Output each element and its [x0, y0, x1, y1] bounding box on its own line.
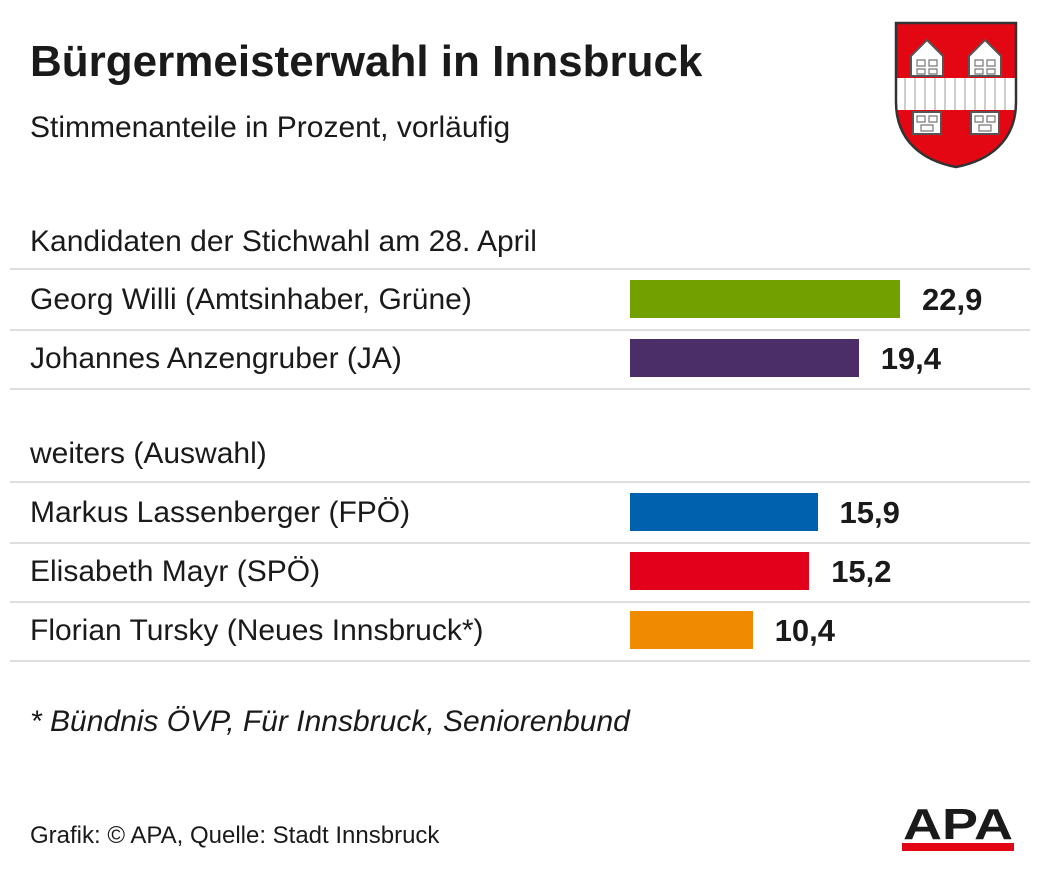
bar-value-label: 15,9 — [839, 495, 900, 530]
bar — [630, 339, 859, 377]
bar-row: Johannes Anzengruber (JA) 19,4 — [10, 329, 1030, 390]
bar-label: Florian Tursky (Neues Innsbruck*) — [30, 614, 484, 647]
bar-label: Johannes Anzengruber (JA) — [30, 342, 402, 375]
bar-row: Georg Willi (Amtsinhaber, Grüne) 22,9 — [10, 268, 1030, 331]
footnote: * Bündnis ÖVP, Für Innsbruck, Seniorenbu… — [30, 705, 630, 738]
bar — [630, 611, 753, 649]
bar-value-label: 15,2 — [831, 554, 892, 589]
bar-value-label: 10,4 — [774, 613, 835, 648]
bar-row: Elisabeth Mayr (SPÖ) 15,2 — [10, 542, 1030, 603]
bar — [630, 280, 900, 318]
runoff-section-heading: Kandidaten der Stichwahl am 28. April — [30, 225, 537, 258]
apa-logo-icon: APA — [902, 800, 1014, 851]
bar — [630, 493, 818, 531]
chart-title: Bürgermeisterwahl in Innsbruck — [30, 37, 703, 86]
bar-label: Markus Lassenberger (FPÖ) — [30, 496, 411, 529]
others-section-heading: weiters (Auswahl) — [30, 437, 267, 470]
bar-row: Markus Lassenberger (FPÖ) 15,9 — [10, 481, 1030, 544]
chart-subtitle: Stimmenanteile in Prozent, vorläufig — [30, 111, 511, 144]
source-credit: Grafik: © APA, Quelle: Stadt Innsbruck — [30, 822, 440, 849]
bar-label: Elisabeth Mayr (SPÖ) — [30, 555, 321, 588]
innsbruck-crest-icon — [894, 21, 1018, 169]
bar-row: Florian Tursky (Neues Innsbruck*) 10,4 — [10, 601, 1030, 662]
bar-label: Georg Willi (Amtsinhaber, Grüne) — [30, 283, 472, 316]
bar-value-label: 19,4 — [880, 341, 942, 376]
apa-logo-text: APA — [903, 800, 1013, 849]
bar — [630, 552, 810, 590]
bar-value-label: 22,9 — [922, 282, 983, 317]
